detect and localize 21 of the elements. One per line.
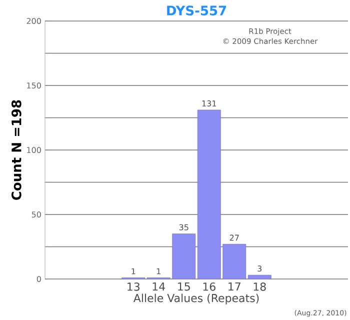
y-tick-label: 50 bbox=[32, 211, 41, 218]
y-tick-label: 100 bbox=[27, 146, 41, 154]
data-label: 1 bbox=[132, 268, 136, 274]
x-tick-label: 17 bbox=[228, 282, 240, 291]
data-label: 35 bbox=[179, 224, 188, 230]
chart-title: DYS-557 bbox=[167, 6, 226, 16]
bar bbox=[248, 274, 272, 279]
data-label: 1 bbox=[156, 268, 160, 274]
y-tick-label: 200 bbox=[26, 18, 41, 24]
y-tick-label: 0 bbox=[36, 276, 41, 282]
data-label: 131 bbox=[202, 100, 216, 106]
x-tick-label: 18 bbox=[254, 282, 266, 291]
data-label: 27 bbox=[230, 234, 239, 241]
x-tick-label: 14 bbox=[152, 282, 166, 291]
data-label: 3 bbox=[258, 266, 262, 272]
x-tick-label: 13 bbox=[128, 282, 140, 291]
x-tick-label: 15 bbox=[178, 282, 190, 291]
x-tick-label: 16 bbox=[203, 282, 216, 291]
y-tick-label: 150 bbox=[27, 82, 41, 89]
x-axis-title: Allele Values (Repeats) bbox=[133, 294, 259, 304]
y-axis-title: Count N =198 bbox=[12, 100, 22, 200]
